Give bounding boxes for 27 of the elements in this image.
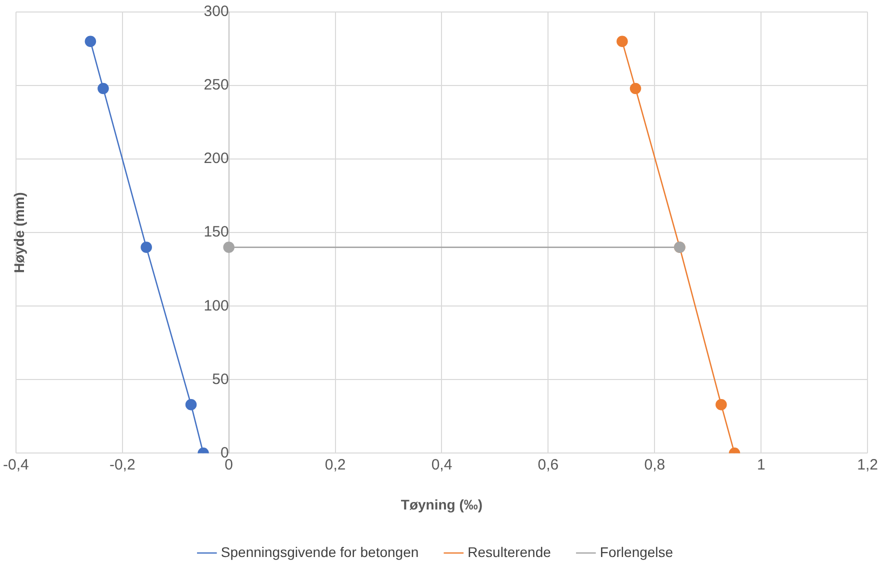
y-tick-label: 250 [204, 76, 229, 94]
x-tick-label: -0,2 [109, 456, 136, 474]
point [616, 36, 628, 48]
y-tick-label: 150 [204, 224, 229, 241]
point [140, 242, 152, 253]
x-tick-label: -0,4 [2, 456, 29, 474]
legend-label: Spenningsgivende for betongen [220, 544, 419, 560]
x-tick-label: 0,4 [431, 456, 452, 474]
x-tick-label: 0,2 [324, 456, 346, 474]
point [630, 82, 642, 94]
y-axis-title: Høyde (mm) [10, 192, 27, 274]
point [98, 82, 109, 94]
point [223, 242, 234, 253]
x-tick-label: 0,8 [644, 456, 666, 474]
y-tick-label: 50 [212, 370, 229, 388]
y-tick-label: 300 [204, 3, 229, 20]
point [185, 399, 197, 410]
y-tick-label: 100 [204, 297, 229, 314]
y-tick-label: 200 [204, 150, 229, 168]
x-tick-label: 1,2 [857, 456, 878, 474]
x-axis-title: Tøyning (‰) [400, 496, 483, 512]
point [84, 36, 96, 48]
x-tick-label: 0,6 [538, 456, 559, 474]
legend-label: Forlengelse [600, 544, 674, 560]
legend-label: Resulterende [468, 544, 552, 560]
x-tick-label: 1 [756, 456, 766, 474]
point [716, 399, 727, 410]
